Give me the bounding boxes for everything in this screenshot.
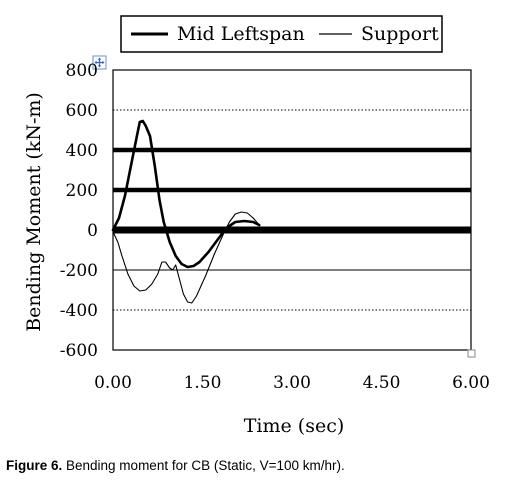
x-tick-label: 6.00 (452, 373, 490, 393)
y-tick-labels: 800 600 400 200 0 -200 -400 -600 (60, 61, 98, 361)
y-tick-label: -400 (60, 301, 98, 321)
series-line-support (112, 211, 260, 304)
figure-caption: Figure 6. Bending moment for CB (Static,… (6, 458, 512, 473)
legend: Mid Leftspan Support (120, 15, 443, 53)
y-tick-label: 600 (66, 101, 98, 121)
y-axis-title: Bending Moment (kN-m) (23, 92, 45, 332)
resize-handle-icon (467, 349, 476, 358)
y-tick-label: 200 (66, 181, 98, 201)
bending-moment-chart: Mid Leftspan Support 800 600 400 200 0 -200 -4… (23, 15, 490, 437)
y-tick-label: -200 (60, 261, 98, 281)
figure-caption-text: Bending moment for CB (Static, V=100 km/… (62, 458, 345, 473)
y-tick-label: 0 (87, 221, 98, 241)
legend-label-support: Support (361, 23, 439, 45)
series-layer (111, 119, 261, 304)
figure-caption-label: Figure 6. (6, 458, 63, 473)
y-tick-label: -600 (60, 341, 98, 361)
plot-area (111, 69, 472, 351)
plot-frame (112, 69, 472, 351)
x-tick-labels: 0.00 1.50 3.00 4.50 6.00 (94, 373, 490, 393)
x-tick-label: 1.50 (184, 373, 222, 393)
move-handle-icon (92, 55, 107, 70)
x-tick-label: 3.00 (273, 373, 311, 393)
y-tick-label: 400 (66, 141, 98, 161)
legend-label-mid-leftspan: Mid Leftspan (177, 23, 305, 45)
x-tick-label: 4.50 (363, 373, 401, 393)
gridlines (113, 109, 471, 311)
y-tick-label: 800 (66, 61, 98, 81)
x-tick-label: 0.00 (94, 373, 132, 393)
x-axis-title: Time (sec) (244, 415, 345, 437)
legend-box (120, 15, 443, 53)
